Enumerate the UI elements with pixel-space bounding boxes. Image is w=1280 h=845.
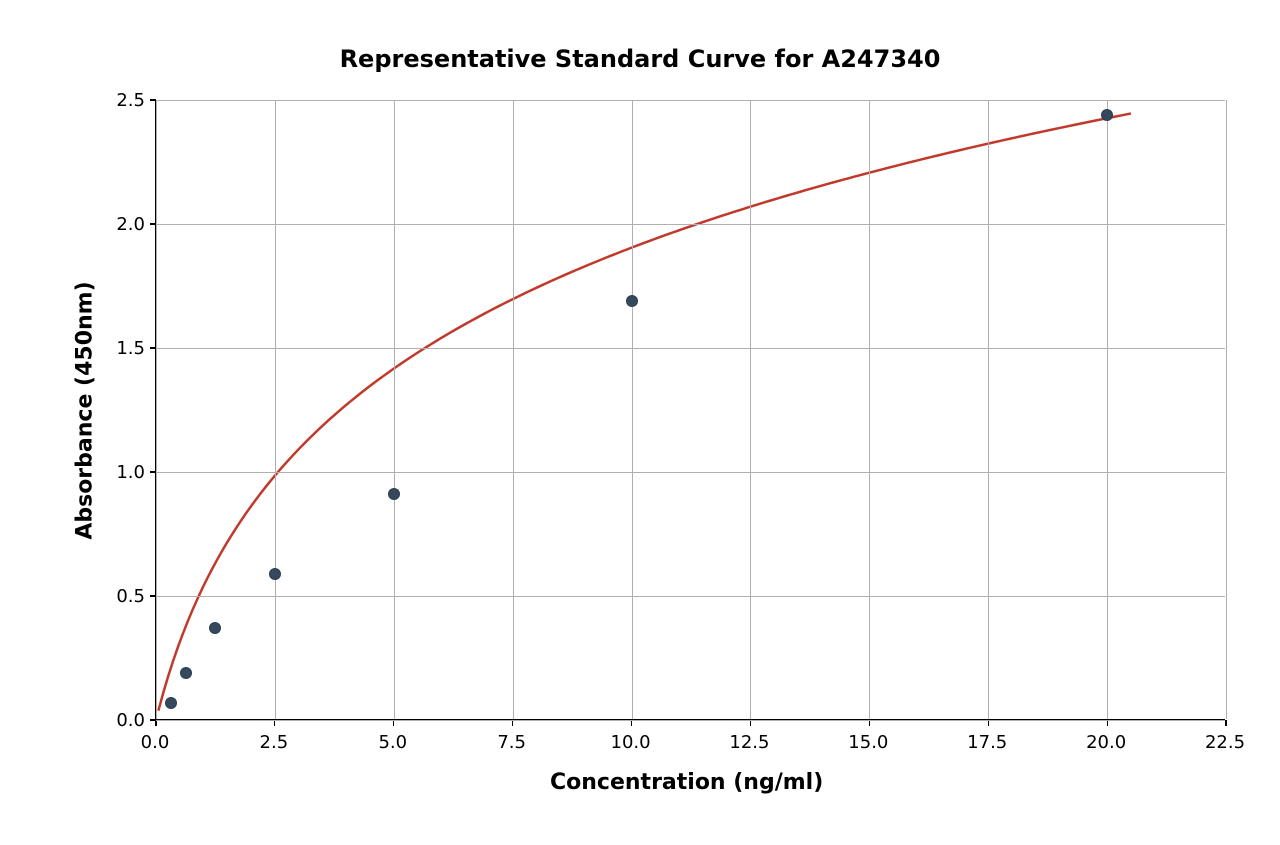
tick-label-x: 0.0: [141, 732, 170, 753]
tick-x: [1225, 720, 1226, 726]
tick-label-x: 15.0: [848, 732, 888, 753]
grid-h: [156, 100, 1225, 101]
tick-label-y: 1.5: [105, 338, 145, 359]
tick-label-x: 7.5: [497, 732, 526, 753]
tick-label-x: 2.5: [260, 732, 289, 753]
tick-y: [150, 595, 156, 596]
data-point: [388, 488, 400, 500]
grid-h: [156, 472, 1225, 473]
grid-v: [156, 100, 157, 719]
tick-label-x: 5.0: [378, 732, 407, 753]
tick-y: [150, 223, 156, 224]
tick-label-y: 0.0: [105, 710, 145, 731]
tick-label-x: 22.5: [1205, 732, 1245, 753]
tick-y: [150, 347, 156, 348]
data-point: [1101, 109, 1113, 121]
data-point: [626, 295, 638, 307]
tick-y: [150, 471, 156, 472]
tick-label-y: 1.0: [105, 462, 145, 483]
data-point: [165, 697, 177, 709]
tick-y: [150, 719, 156, 720]
grid-v: [750, 100, 751, 719]
curve-line: [158, 114, 1131, 711]
tick-label-x: 10.0: [611, 732, 651, 753]
tick-label-x: 20.0: [1086, 732, 1126, 753]
grid-h: [156, 720, 1225, 721]
tick-label-y: 0.5: [105, 586, 145, 607]
grid-h: [156, 348, 1225, 349]
chart-title: Representative Standard Curve for A24734…: [0, 45, 1280, 73]
grid-v: [1226, 100, 1227, 719]
grid-v: [275, 100, 276, 719]
chart-container: Representative Standard Curve for A24734…: [0, 0, 1280, 845]
data-point: [209, 622, 221, 634]
grid-h: [156, 596, 1225, 597]
tick-label-y: 2.0: [105, 214, 145, 235]
data-point: [269, 568, 281, 580]
data-point: [180, 667, 192, 679]
grid-v: [988, 100, 989, 719]
grid-v: [394, 100, 395, 719]
tick-label-x: 12.5: [729, 732, 769, 753]
tick-y: [150, 99, 156, 100]
grid-v: [869, 100, 870, 719]
grid-h: [156, 224, 1225, 225]
tick-label-y: 2.5: [105, 90, 145, 111]
grid-v: [632, 100, 633, 719]
grid-v: [1107, 100, 1108, 719]
tick-label-x: 17.5: [967, 732, 1007, 753]
x-axis-label: Concentration (ng/ml): [550, 770, 823, 795]
plot-area: [155, 100, 1225, 720]
y-axis-label: Absorbance (450nm): [73, 281, 98, 541]
fit-curve: [156, 100, 1226, 720]
grid-v: [513, 100, 514, 719]
